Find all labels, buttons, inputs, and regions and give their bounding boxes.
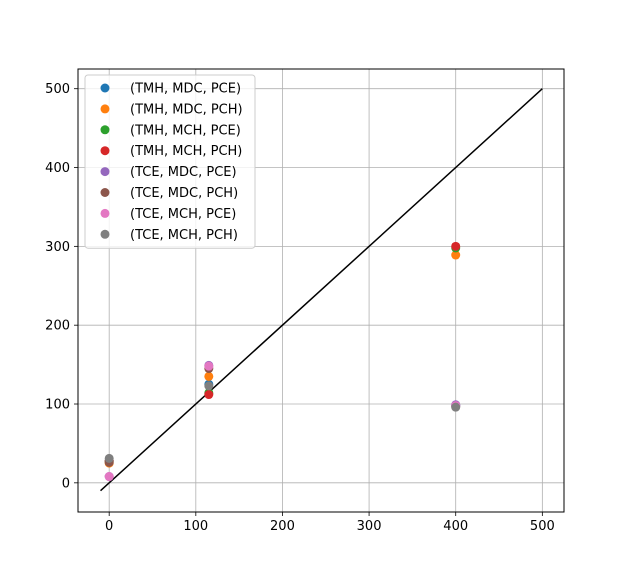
data-point — [451, 402, 461, 412]
legend-label: (TCE, MCH, PCH) — [130, 228, 238, 243]
y-tick-label: 500 — [45, 82, 70, 97]
legend-marker — [100, 125, 110, 135]
data-point — [204, 390, 214, 400]
x-tick-label: 500 — [530, 519, 555, 534]
axis-ticks: 0 100 200 300 400 500 0 100 200 300 400 500 — [45, 82, 555, 534]
legend: (TMH, MDC, PCE) (TMH, MDC, PCH) (TMH, MCH,… — [84, 74, 256, 249]
legend-marker — [100, 104, 110, 114]
legend-marker — [100, 188, 110, 197]
x-tick-label: 100 — [183, 519, 208, 534]
legend-box — [84, 74, 256, 249]
data-point — [204, 371, 214, 381]
legend-label: (TMH, MDC, PCH) — [130, 102, 243, 117]
plot-frame — [77, 68, 565, 513]
grid-lines — [78, 69, 564, 512]
legend-marker — [100, 208, 110, 218]
reference-line — [100, 88, 543, 492]
data-point — [104, 453, 114, 463]
x-tick-label: 300 — [357, 519, 382, 534]
reference-line-group — [100, 88, 543, 492]
y-tick-label: 400 — [45, 161, 70, 176]
y-tick-label: 100 — [45, 398, 70, 413]
legend-label: (TCE, MDC, PCH) — [130, 186, 238, 201]
legend-label: (TMH, MCH, PCH) — [130, 144, 242, 159]
y-tick-label: 300 — [45, 240, 70, 255]
legend-label: (TMH, MDC, PCE) — [130, 82, 241, 97]
legend-label: (TCE, MCH, PCE) — [130, 207, 236, 222]
legend-marker — [100, 83, 110, 93]
data-point — [451, 241, 461, 251]
data-point — [204, 381, 214, 391]
y-tick-label: 0 — [62, 476, 70, 491]
data-point — [204, 361, 214, 371]
legend-marker — [100, 167, 110, 177]
legend-label: (TCE, MDC, PCE) — [130, 165, 237, 180]
legend-marker — [100, 229, 110, 239]
legend-label: (TMH, MCH, PCE) — [130, 123, 241, 138]
data-points — [104, 241, 461, 482]
x-tick-label: 200 — [270, 519, 295, 534]
x-tick-label: 0 — [105, 519, 113, 534]
data-point — [104, 472, 114, 482]
x-tick-label: 400 — [443, 519, 468, 534]
legend-marker — [100, 146, 110, 156]
y-tick-label: 200 — [45, 319, 70, 334]
data-point — [451, 250, 461, 260]
